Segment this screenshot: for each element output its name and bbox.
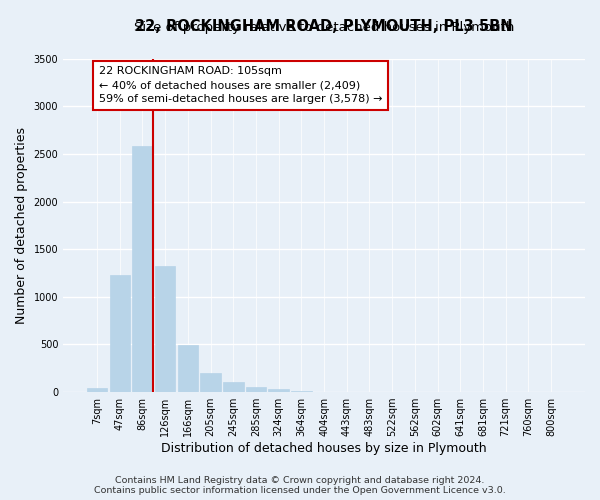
Bar	[268, 389, 289, 392]
Bar	[246, 388, 266, 392]
Bar	[291, 391, 311, 392]
Text: 22, ROCKINGHAM ROAD, PLYMOUTH, PL3 5BN: 22, ROCKINGHAM ROAD, PLYMOUTH, PL3 5BN	[135, 19, 513, 34]
Bar	[87, 388, 107, 392]
Text: Contains HM Land Registry data © Crown copyright and database right 2024.
Contai: Contains HM Land Registry data © Crown c…	[94, 476, 506, 495]
Bar	[178, 346, 198, 392]
Bar	[155, 266, 175, 392]
Bar	[132, 146, 153, 392]
Bar	[223, 382, 244, 392]
Text: 22 ROCKINGHAM ROAD: 105sqm
← 40% of detached houses are smaller (2,409)
59% of s: 22 ROCKINGHAM ROAD: 105sqm ← 40% of deta…	[99, 66, 382, 104]
Title: Size of property relative to detached houses in Plymouth: Size of property relative to detached ho…	[134, 21, 514, 34]
Bar	[200, 372, 221, 392]
Y-axis label: Number of detached properties: Number of detached properties	[15, 127, 28, 324]
Bar	[110, 275, 130, 392]
X-axis label: Distribution of detached houses by size in Plymouth: Distribution of detached houses by size …	[161, 442, 487, 455]
